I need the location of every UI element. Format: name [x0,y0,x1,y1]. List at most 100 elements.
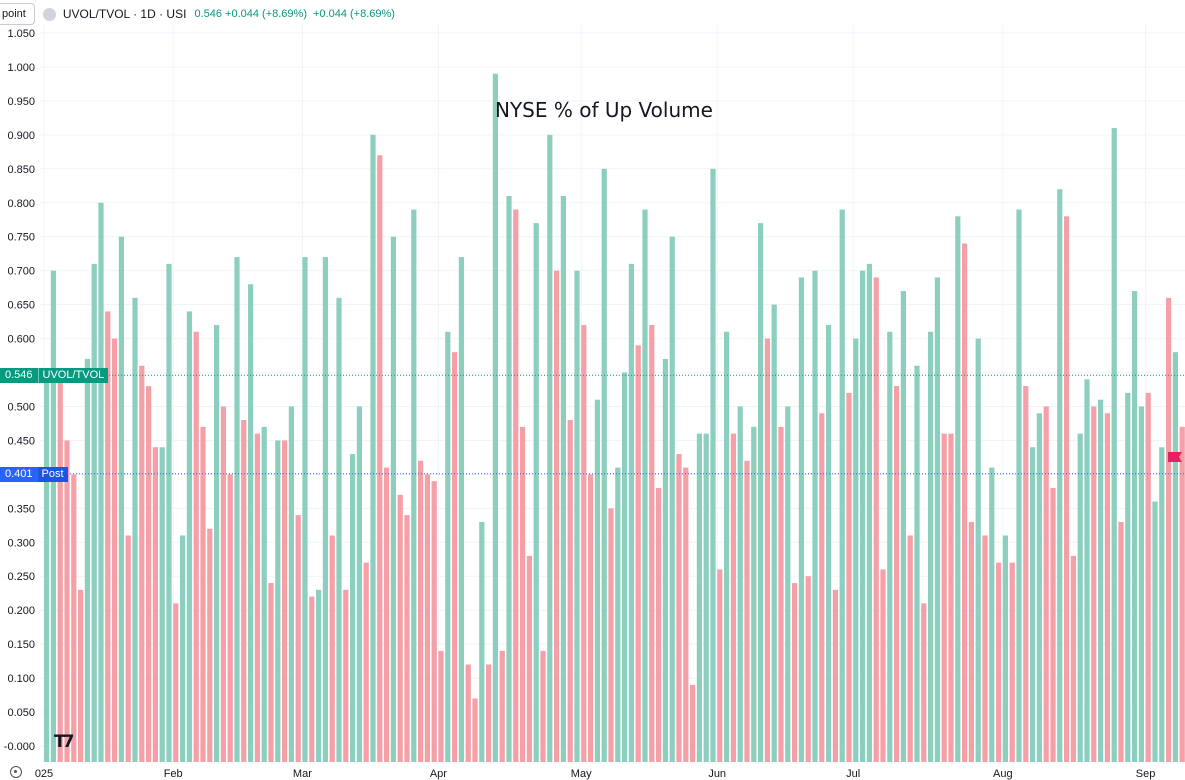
bar-series [44,73,1185,763]
bar [173,603,179,762]
y-tick-label: 0.100 [7,673,35,685]
bar [758,223,764,763]
bar [1111,128,1117,763]
bar [526,555,532,762]
post-label: Post [37,467,68,482]
bar [1166,297,1172,762]
bar [1009,562,1015,762]
bar [628,263,634,762]
bar [152,447,158,762]
bar [900,291,906,762]
bar [166,263,172,762]
bar [826,324,832,762]
bar [812,270,818,762]
scale-mode-button[interactable]: point [0,3,35,25]
bar [1098,399,1104,762]
tradingview-logo-icon[interactable]: T7 [54,732,74,752]
y-tick-label: 0.500 [7,401,35,413]
bar [540,650,546,762]
bar [465,664,471,762]
bar [50,270,56,762]
bar [1091,406,1097,762]
bar [894,386,900,762]
symbol-title[interactable]: UVOL/TVOL · 1D · USI [62,7,187,21]
bar [384,467,390,762]
bar [1159,447,1165,762]
price-lines [40,374,1185,475]
bar [690,684,696,762]
y-tick-label: 0.150 [7,639,35,651]
y-tick-label: 1.000 [7,62,35,74]
symbol-logo-icon [42,7,56,21]
bar [554,270,560,762]
bar [200,426,206,762]
y-tick-label: 0.950 [7,96,35,108]
bar [241,420,247,762]
bar [1050,487,1056,762]
bar [397,494,403,762]
x-tick-label: 025 [35,768,53,780]
bar [771,304,777,762]
bar [839,209,845,763]
bar [350,454,356,762]
y-tick-label: 0.900 [7,130,35,142]
bar [479,521,485,762]
bar [418,460,424,762]
bar [268,583,274,762]
bar [683,467,689,762]
bar [730,433,736,762]
bar [907,535,913,762]
bar [567,420,573,762]
bar [458,257,464,762]
bar [1125,392,1131,762]
bar [955,216,961,763]
bar [1104,413,1110,762]
bar [921,603,927,762]
bar [1152,501,1158,762]
bar [846,392,852,762]
bar [703,433,709,762]
bar [370,134,376,762]
bar [798,277,804,762]
post-value: 0.401 [5,468,33,480]
x-tick-label: Jun [708,768,726,780]
y-tick-label: 1.050 [7,28,35,40]
current-value-tag: 0.546 UVOL/TVOL [0,368,109,383]
bar [193,331,199,762]
bar [941,433,947,762]
bar [934,277,940,762]
bar [302,257,308,762]
bar [227,474,233,762]
bar [1030,447,1036,762]
bar [1084,379,1090,762]
y-tick-label: 0.200 [7,605,35,617]
bar [1138,406,1144,762]
bar [438,650,444,762]
bar [282,440,288,762]
bar [676,454,682,762]
bar [866,263,872,762]
bar [84,358,90,762]
bar [220,406,226,762]
bar [1179,426,1185,762]
bar [71,474,77,762]
bar [975,338,981,762]
bar [635,345,641,762]
bar [309,596,315,762]
flag-icon[interactable] [1167,451,1183,463]
bar [472,698,478,762]
bar [499,650,505,762]
bar [601,168,607,763]
bar [424,474,430,762]
bar [594,399,600,762]
x-tick-label: May [571,768,592,780]
settings-icon[interactable] [10,766,22,778]
bar [445,331,451,762]
bar [622,372,628,762]
legend: point UVOL/TVOL · 1D · USI 0.546 +0.044 … [0,3,401,25]
bar [254,433,260,762]
bar [390,236,396,762]
bar [377,155,383,762]
bar [608,508,614,762]
